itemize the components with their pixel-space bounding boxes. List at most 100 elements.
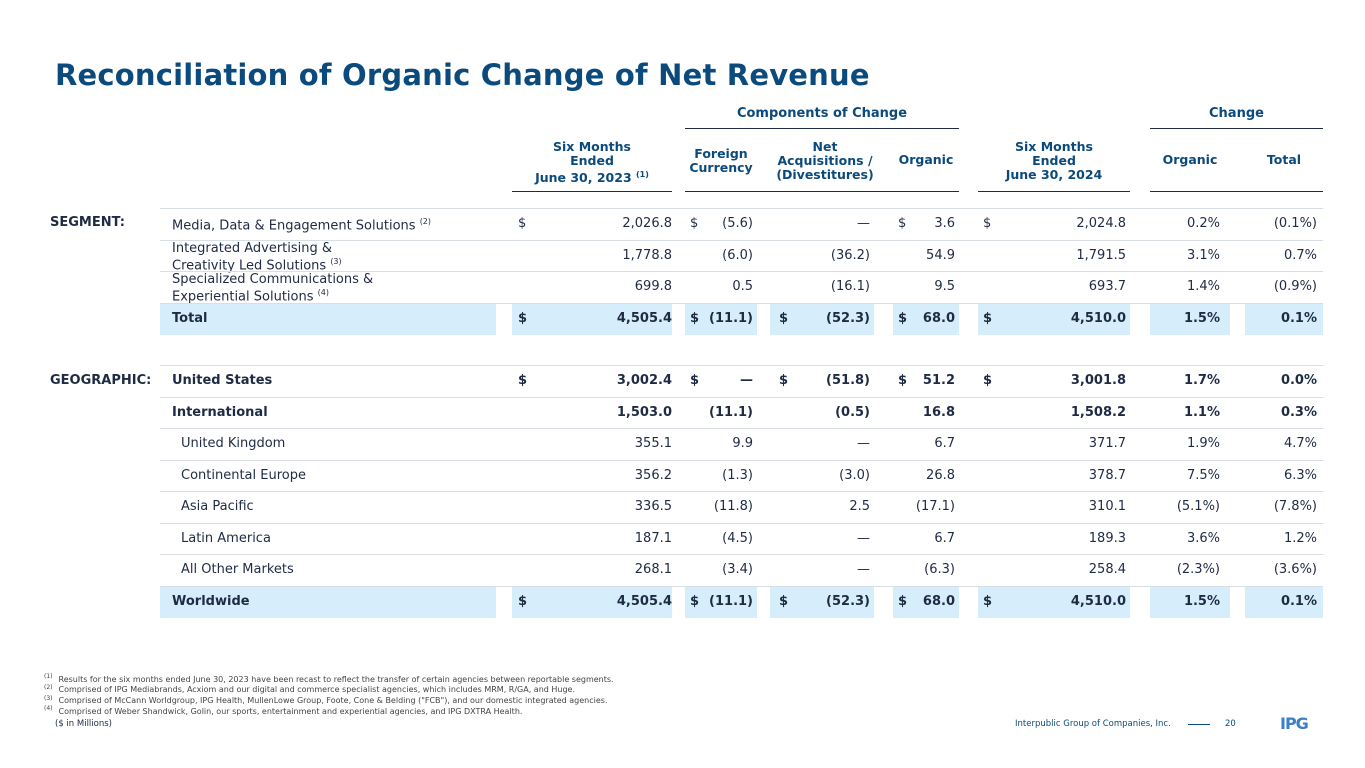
currency-sign: $ — [690, 373, 700, 388]
row-divider — [160, 585, 1323, 587]
total-row-highlight — [978, 586, 1130, 618]
value-organic: 3.6 — [934, 216, 955, 231]
total-row-highlight — [685, 304, 757, 335]
col-header-change-total: Total — [1266, 152, 1302, 167]
value-total-pct: 6.3% — [1283, 467, 1317, 483]
total-row-highlight — [770, 586, 874, 618]
footer-divider — [1188, 724, 1210, 725]
segment-label-line: Experiential Solutions — [172, 289, 314, 305]
value-fx: (11.1) — [709, 404, 753, 420]
geo-row-label: Asia Pacific — [181, 499, 254, 514]
value-2024: 2,024.8 — [1076, 216, 1126, 231]
footnote-text: Comprised of McCann Worldgroup, IPG Heal… — [58, 696, 608, 706]
footnote-ref: (4) — [317, 288, 329, 297]
total-row-highlight — [160, 304, 496, 335]
value-organic: 26.8 — [926, 467, 955, 483]
value-2024: 258.4 — [1088, 562, 1126, 577]
value-2023: 268.1 — [634, 562, 672, 577]
col-header-2023: Six Months Ended June 30, 2023 (1) — [512, 140, 672, 185]
value-2024: 1,508.2 — [1070, 404, 1126, 420]
segment-row-label: Integrated Advertising & Creativity Led S… — [172, 242, 342, 272]
currency-sign: $ — [518, 593, 528, 609]
segment-label-line: Specialized Communications & — [172, 272, 374, 287]
change-underline — [1150, 128, 1323, 129]
geo-row-label: Latin America — [181, 530, 271, 546]
total-row-highlight — [893, 304, 959, 335]
col-header-acq: Net Acquisitions / (Divestitures) — [770, 140, 880, 182]
currency-sign: $ — [779, 373, 789, 388]
value-organic-pct: 3.1% — [1186, 248, 1220, 263]
value-2023: 336.5 — [634, 499, 672, 514]
footnote: (4) Comprised of Weber Shandwick, Golin, … — [44, 704, 522, 717]
value-total-pct: 0.7% — [1283, 248, 1317, 263]
currency-sign: $ — [983, 593, 993, 609]
currency-sign: $ — [898, 216, 907, 231]
value-acq: — — [857, 530, 870, 546]
value-fx: (3.4) — [722, 562, 753, 577]
value-acq: — — [857, 436, 870, 451]
value-2024: 371.7 — [1088, 436, 1126, 451]
value-acq: 2.5 — [849, 499, 870, 514]
value-organic-pct: (2.3%) — [1176, 562, 1220, 577]
col-2023-line1: Six Months — [553, 139, 631, 154]
value-total-pct: 0.1% — [1280, 311, 1317, 326]
total-row-highlight — [978, 304, 1130, 335]
value-2024: 4,510.0 — [1070, 593, 1126, 609]
geo-row-label: United States — [172, 373, 273, 388]
footnote-mark: (1) — [44, 673, 53, 680]
segment-label-last-line: Media, Data & Engagement Solutions (2) — [172, 215, 431, 232]
value-2024: 693.7 — [1088, 279, 1126, 294]
currency-sign: $ — [983, 373, 993, 388]
currency-sign: $ — [690, 311, 700, 326]
value-2024: 310.1 — [1088, 499, 1126, 514]
currency-sign: $ — [690, 216, 699, 231]
value-2024: 189.3 — [1088, 530, 1126, 546]
footnote: (2) Comprised of IPG Mediabrands, Acxiom … — [44, 683, 575, 696]
value-2023: 2,026.8 — [622, 216, 672, 231]
segment-row-label: Media, Data & Engagement Solutions (2) — [172, 215, 431, 232]
segment-label-last-line: Creativity Led Solutions (3) — [172, 255, 342, 272]
value-fx: (5.6) — [722, 216, 753, 231]
segment-label-line: Media, Data & Engagement Solutions — [172, 218, 416, 234]
currency-sign: $ — [518, 216, 527, 231]
change-cols-underline — [1150, 191, 1323, 192]
components-underline — [685, 128, 959, 129]
col-header-organic: Organic — [898, 152, 954, 167]
segment-label-line: Creativity Led Solutions — [172, 258, 327, 274]
col-2023-line2: Ended — [570, 153, 614, 168]
segment-label-line: Integrated Advertising & — [172, 241, 333, 256]
value-2023: 4,505.4 — [616, 311, 672, 326]
footnote-ref: (2) — [419, 217, 432, 226]
row-divider — [160, 240, 1323, 241]
geo-row-label: Continental Europe — [181, 467, 306, 483]
col-acq-line2: Acquisitions / — [777, 153, 873, 168]
value-acq: (3.0) — [839, 467, 870, 483]
value-acq: (16.1) — [830, 279, 870, 294]
currency-sign: $ — [898, 593, 908, 609]
currency-sign: $ — [518, 373, 528, 388]
value-2023: 356.2 — [634, 467, 672, 483]
value-fx: 0.5 — [732, 279, 753, 294]
value-total-pct: 0.0% — [1280, 373, 1317, 388]
value-acq: (51.8) — [826, 373, 870, 388]
row-divider — [160, 554, 1323, 555]
footnote: (1) Results for the six months ended June… — [44, 672, 614, 685]
row-divider — [160, 428, 1323, 429]
value-2024: 3,001.8 — [1070, 373, 1126, 388]
units-note: ($ in Millions) — [55, 719, 112, 729]
value-total-pct: 0.1% — [1280, 593, 1317, 609]
value-organic: 68.0 — [922, 311, 955, 326]
page-title: Reconciliation of Organic Change of Net … — [55, 58, 870, 92]
total-row-highlight — [770, 304, 874, 335]
total-row-highlight — [160, 586, 496, 618]
value-2023: 1,778.8 — [622, 248, 672, 263]
footnote: (3) Comprised of McCann Worldgroup, IPG H… — [44, 694, 608, 707]
value-fx: (11.8) — [713, 499, 753, 514]
col-header-change-organic: Organic — [1162, 152, 1218, 167]
segment-label-last-line: Experiential Solutions (4) — [172, 286, 373, 303]
col-2024-line2: Ended — [1032, 153, 1076, 168]
row-divider — [160, 303, 1323, 304]
total-row-highlight — [512, 304, 672, 335]
value-organic-pct: 7.5% — [1186, 467, 1220, 483]
value-organic: 16.8 — [922, 404, 955, 420]
